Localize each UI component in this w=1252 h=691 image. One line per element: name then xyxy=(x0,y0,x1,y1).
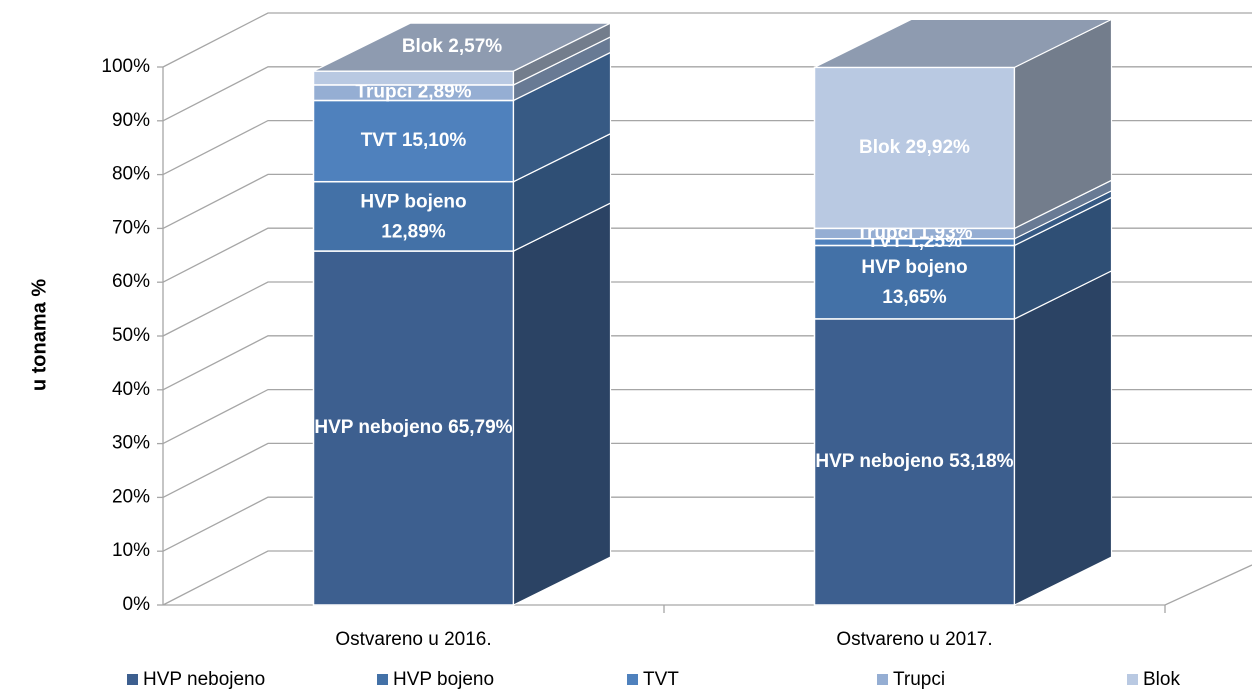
y-tick-label: 90% xyxy=(112,110,150,131)
y-tick-label: 0% xyxy=(123,594,151,615)
x-tick-label: Ostvareno u 2016. xyxy=(335,629,491,650)
bar-side xyxy=(1013,269,1113,606)
bar-top xyxy=(814,18,1112,68)
data-label-value: 13,65% xyxy=(882,287,947,308)
data-label-value: 65,79% xyxy=(448,417,513,438)
data-label-value: 12,89% xyxy=(381,221,446,242)
data-label: HVP nebojeno 65,79% xyxy=(314,417,512,438)
y-tick-label: 100% xyxy=(101,56,150,77)
data-label-value: 29,92% xyxy=(906,137,971,158)
data-label: HVP bojeno 12,89% xyxy=(360,191,466,242)
data-label-name: HVP bojeno xyxy=(360,191,466,212)
data-label: TVT 15,10% xyxy=(361,130,467,151)
y-tick-label: 70% xyxy=(112,217,150,238)
data-label: HVP nebojeno 53,18% xyxy=(815,451,1013,472)
data-label-value: 53,18% xyxy=(949,451,1014,472)
legend-swatch xyxy=(627,674,638,685)
legend-swatch xyxy=(127,674,138,685)
legend-label: HVP nebojeno xyxy=(143,669,265,690)
legend-swatch xyxy=(877,674,888,685)
data-label-name: TVT xyxy=(361,130,397,151)
legend-swatch xyxy=(377,674,388,685)
y-tick-label: 20% xyxy=(112,486,150,507)
bar-segment xyxy=(813,318,1016,606)
legend-swatch xyxy=(1127,674,1138,685)
bar-top xyxy=(313,22,611,72)
data-label-name: Blok xyxy=(859,137,901,158)
bar-segment xyxy=(312,70,515,86)
bar-segment xyxy=(813,66,1016,230)
y-tick-label: 80% xyxy=(112,164,150,185)
data-label-name: HVP nebojeno xyxy=(815,451,943,472)
legend-label: HVP bojeno xyxy=(393,669,494,690)
grid-line xyxy=(162,12,1252,68)
bar-side xyxy=(512,202,612,606)
legend-label: TVT xyxy=(643,669,679,690)
bar-segment xyxy=(312,180,515,252)
data-label-name: Blok xyxy=(402,36,444,57)
legend-label: Blok xyxy=(1143,669,1180,690)
data-label-name: HVP nebojeno xyxy=(314,417,442,438)
data-label-name: Trupci xyxy=(355,82,412,103)
data-label-name: HVP bojeno xyxy=(861,257,967,278)
data-label-value: 15,10% xyxy=(402,130,467,151)
data-label-value: 2,57% xyxy=(448,36,502,57)
y-tick-label: 10% xyxy=(112,540,150,561)
data-label-value: 2,89% xyxy=(418,82,472,103)
data-label: HVP bojeno 13,65% xyxy=(861,257,967,308)
legend-label: Trupci xyxy=(893,669,945,690)
y-tick-label: 30% xyxy=(112,433,150,454)
data-label: Blok 2,57% xyxy=(402,36,502,57)
bar-segment xyxy=(312,99,515,183)
y-tick-label: 40% xyxy=(112,379,150,400)
y-tick-label: 60% xyxy=(112,271,150,292)
data-label: Trupci 2,89% xyxy=(355,82,471,103)
x-tick-label: Ostvareno u 2017. xyxy=(836,629,992,650)
y-tick-label: 50% xyxy=(112,325,150,346)
data-label: Blok 29,92% xyxy=(859,137,970,158)
bar-segment xyxy=(813,244,1016,320)
y-axis-title: u tonama % xyxy=(28,279,50,391)
